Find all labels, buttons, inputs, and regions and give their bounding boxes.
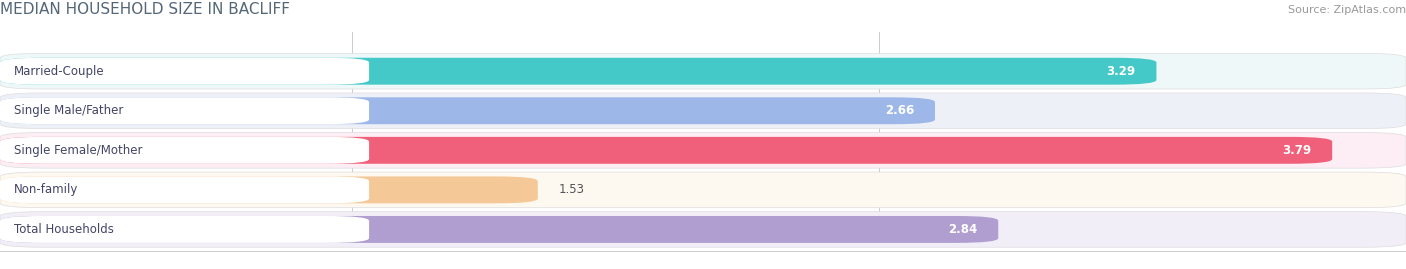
FancyBboxPatch shape (0, 216, 368, 243)
FancyBboxPatch shape (0, 172, 1406, 208)
Text: Married-Couple: Married-Couple (14, 65, 104, 78)
Text: Single Male/Father: Single Male/Father (14, 104, 124, 117)
Text: 3.29: 3.29 (1107, 65, 1136, 78)
FancyBboxPatch shape (0, 58, 1156, 85)
FancyBboxPatch shape (0, 216, 998, 243)
FancyBboxPatch shape (0, 54, 1406, 89)
FancyBboxPatch shape (0, 93, 1406, 129)
Text: Non-family: Non-family (14, 183, 79, 196)
Text: 2.66: 2.66 (884, 104, 914, 117)
FancyBboxPatch shape (0, 97, 935, 124)
FancyBboxPatch shape (0, 176, 537, 203)
FancyBboxPatch shape (0, 137, 368, 164)
FancyBboxPatch shape (0, 58, 368, 85)
Text: Source: ZipAtlas.com: Source: ZipAtlas.com (1288, 5, 1406, 15)
FancyBboxPatch shape (0, 212, 1406, 247)
Text: 2.84: 2.84 (948, 223, 977, 236)
Text: MEDIAN HOUSEHOLD SIZE IN BACLIFF: MEDIAN HOUSEHOLD SIZE IN BACLIFF (0, 2, 290, 17)
FancyBboxPatch shape (0, 176, 368, 203)
FancyBboxPatch shape (0, 97, 368, 124)
Text: Single Female/Mother: Single Female/Mother (14, 144, 142, 157)
Text: 1.53: 1.53 (560, 183, 585, 196)
Text: Total Households: Total Households (14, 223, 114, 236)
Text: 3.79: 3.79 (1282, 144, 1312, 157)
FancyBboxPatch shape (0, 137, 1333, 164)
FancyBboxPatch shape (0, 133, 1406, 168)
